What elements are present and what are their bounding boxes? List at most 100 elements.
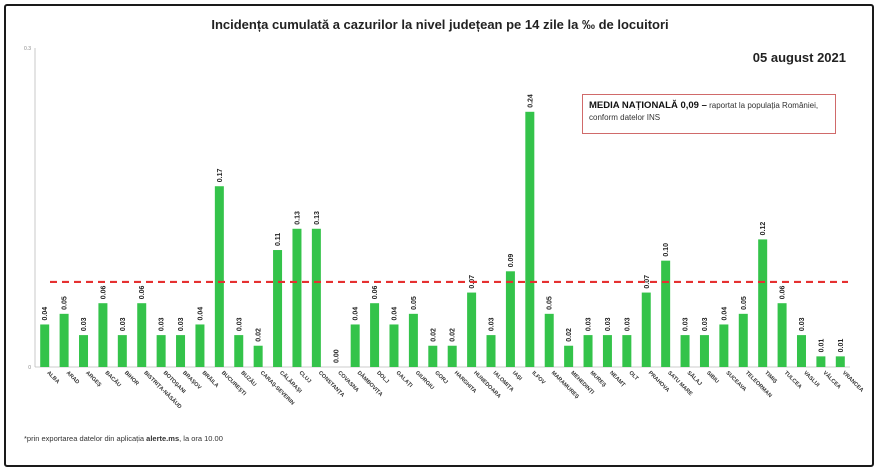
bar: [447, 345, 457, 367]
bar-value-label: 0.03: [236, 317, 243, 331]
bar-value-label: 0.09: [508, 254, 515, 268]
bar: [680, 335, 690, 367]
bar: [661, 260, 671, 367]
category-label: BUZĂU: [239, 369, 258, 388]
category-label: BISTRIȚA-NĂSĂUD: [142, 369, 183, 410]
bar: [835, 356, 845, 367]
footnote-suffix: , la ora 10.00: [179, 434, 223, 443]
category-label: ILFOV: [530, 370, 546, 386]
bar: [195, 324, 205, 367]
bar-value-label: 0.06: [100, 285, 107, 299]
bar: [370, 303, 380, 367]
bar-value-label: 0.02: [566, 328, 573, 342]
bar-value-label: 0.01: [818, 339, 825, 353]
category-label: ALBA: [45, 370, 60, 385]
bar: [292, 228, 302, 367]
chart-date: 05 august 2021: [752, 50, 846, 65]
bar-value-label: 0.02: [450, 328, 457, 342]
category-label: VÂLCEA: [821, 369, 842, 390]
bar: [564, 345, 574, 367]
bar: [544, 313, 554, 367]
bar: [79, 335, 89, 367]
bar: [641, 292, 651, 367]
bar: [583, 335, 593, 367]
bar: [719, 324, 729, 367]
bar-value-label: 0.03: [624, 317, 631, 331]
bar-value-label: 0.03: [683, 317, 690, 331]
chart-frame: [4, 4, 874, 467]
bar-value-label: 0.03: [702, 317, 709, 331]
bar: [214, 186, 224, 367]
bar: [428, 345, 438, 367]
category-label: CARAȘ-SEVERIN: [259, 370, 295, 406]
bar: [137, 303, 147, 367]
bar: [467, 292, 477, 367]
category-label: GALAȚI: [395, 370, 414, 389]
bar: [602, 335, 612, 367]
bar-value-label: 0.04: [721, 307, 728, 321]
bar-value-label: 0.03: [120, 317, 127, 331]
footnote: *prin exportarea datelor din aplicația a…: [24, 434, 223, 443]
bar-value-label: 0.12: [760, 222, 767, 236]
chart-title: Incidența cumulată a cazurilor la nivel …: [211, 17, 669, 32]
bar: [311, 228, 321, 367]
bar: [389, 324, 399, 367]
bar-value-label: 0.06: [780, 285, 787, 299]
bar: [117, 335, 127, 367]
bar-value-label: 0.04: [42, 307, 49, 321]
bar: [738, 313, 748, 367]
bar-value-label: 0.02: [430, 328, 437, 342]
bar-value-label: 0.11: [275, 233, 282, 246]
bar-value-label: 0.05: [411, 296, 418, 310]
bar: [816, 356, 826, 367]
bar: [40, 324, 50, 367]
bar: [98, 303, 108, 367]
bar: [408, 313, 418, 367]
category-label: IAȘI: [511, 370, 523, 382]
bar: [350, 324, 360, 367]
category-label: TIMIȘ: [763, 370, 778, 385]
bar: [777, 303, 787, 367]
y-tick-label: 0: [28, 365, 31, 371]
bar-value-label: 0.17: [217, 169, 224, 183]
bar-value-label: 0.03: [586, 317, 593, 331]
bar-value-label: 0.03: [489, 317, 496, 331]
category-label: GIURGIU: [414, 370, 435, 391]
category-label: TULCEA: [783, 370, 803, 390]
bar-value-label: 0.05: [741, 296, 748, 310]
footnote-app-name: alerte.ms: [146, 434, 180, 443]
category-label: ARAD: [65, 370, 80, 385]
bar-value-label: 0.03: [178, 317, 185, 331]
bar: [486, 335, 496, 367]
bar-value-label: 0.04: [391, 307, 398, 321]
bar: [525, 111, 535, 367]
legend-description: raportat la populația României, conform …: [589, 101, 819, 122]
bar-value-label: 0.06: [139, 285, 146, 299]
bar-value-label: 0.01: [838, 339, 845, 353]
bar-value-label: 0.24: [527, 94, 534, 108]
bar-value-label: 0.04: [197, 307, 204, 321]
category-label: BRĂILA: [201, 369, 221, 389]
category-label: SIBIU: [705, 370, 720, 385]
bar: [758, 239, 768, 367]
bar-value-label: 0.03: [799, 317, 806, 331]
bar: [156, 335, 166, 367]
category-label: DOLJ: [375, 370, 390, 385]
footnote-prefix: *prin exportarea datelor din aplicația: [24, 434, 147, 443]
category-label: MUREȘ: [589, 370, 608, 389]
category-label: GORJ: [433, 370, 448, 385]
bar: [176, 335, 186, 367]
bar: [505, 271, 515, 367]
bar-value-label: 0.13: [314, 211, 321, 225]
bar-value-label: 0.05: [62, 296, 69, 310]
legend-box: MEDIA NAȚIONALĂ 0,09 – raportat la popul…: [582, 94, 836, 134]
bar: [622, 335, 632, 367]
bar: [253, 345, 263, 367]
bar-value-label: 0.07: [644, 275, 651, 289]
category-label: ARGEȘ: [84, 370, 102, 388]
bar-value-label: 0.06: [372, 285, 379, 299]
y-tick-label: 0.3: [24, 46, 31, 52]
bar-value-label: 0.03: [605, 317, 612, 331]
bar: [796, 335, 806, 367]
